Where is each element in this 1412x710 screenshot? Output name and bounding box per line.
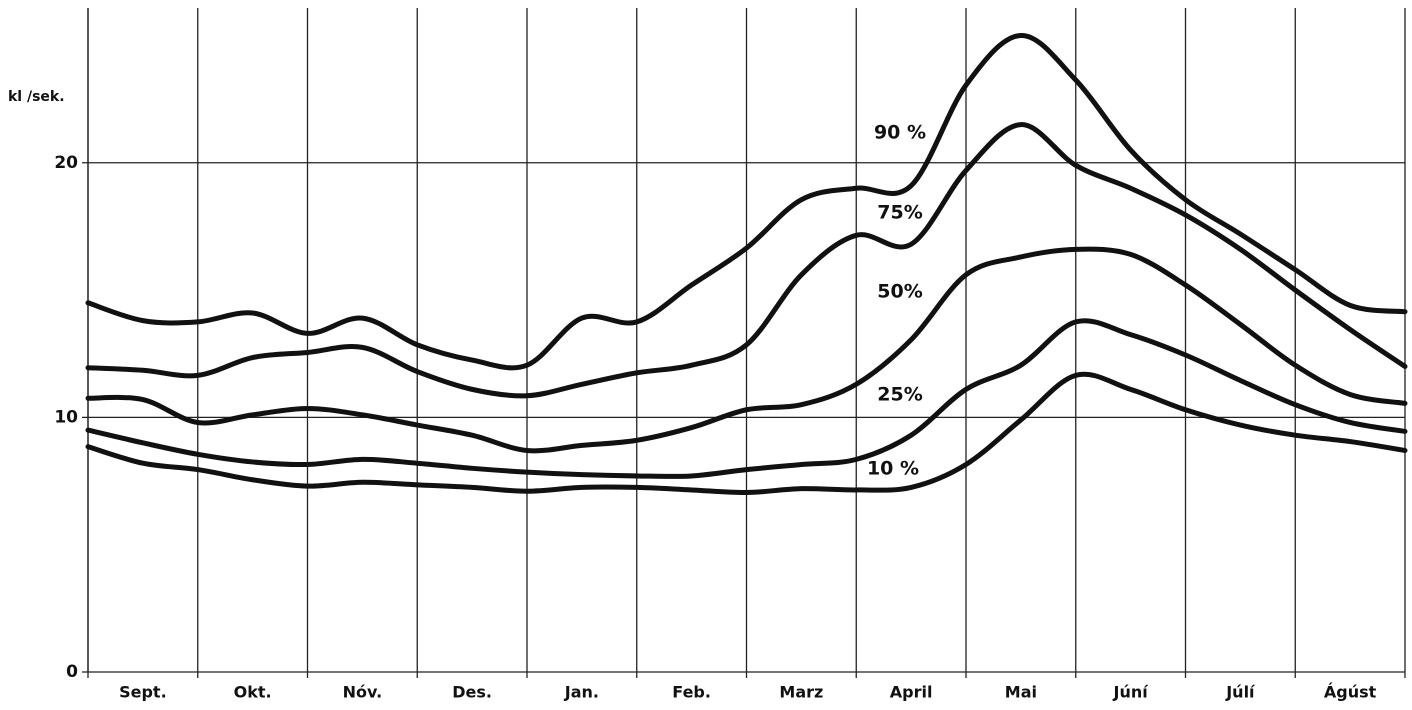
x-tick-label: Feb. [672, 683, 711, 702]
y-tick-label: 0 [66, 662, 78, 682]
series-label: 90 % [874, 122, 926, 144]
series-line [85, 246, 1408, 454]
x-tick-label: Jan. [564, 683, 599, 702]
series-label: 10 % [867, 458, 919, 480]
y-tick-label: 20 [54, 153, 78, 173]
x-tick-label: Júní [1113, 683, 1150, 702]
series-line [85, 318, 1408, 479]
series-line [85, 371, 1408, 495]
x-tick-label: Sept. [119, 683, 167, 702]
y-tick-label: 10 [54, 407, 78, 427]
series-label: 75% [877, 202, 922, 224]
x-tick-label: Júlí [1225, 683, 1256, 702]
series-label: 25% [877, 384, 922, 406]
y-axis-label: kl /sek. [8, 89, 65, 105]
x-tick-label: April [890, 683, 933, 702]
x-tick-label: Nóv. [343, 683, 383, 702]
x-tick-label: Okt. [234, 683, 272, 702]
x-tick-label: Ágúst [1324, 683, 1377, 702]
x-tick-label: Des. [452, 683, 492, 702]
x-tick-label: Marz [779, 683, 823, 702]
x-tick-label: Mai [1005, 683, 1037, 702]
series-label: 50% [877, 281, 922, 303]
series-line [85, 32, 1408, 371]
series-line [85, 122, 1408, 399]
